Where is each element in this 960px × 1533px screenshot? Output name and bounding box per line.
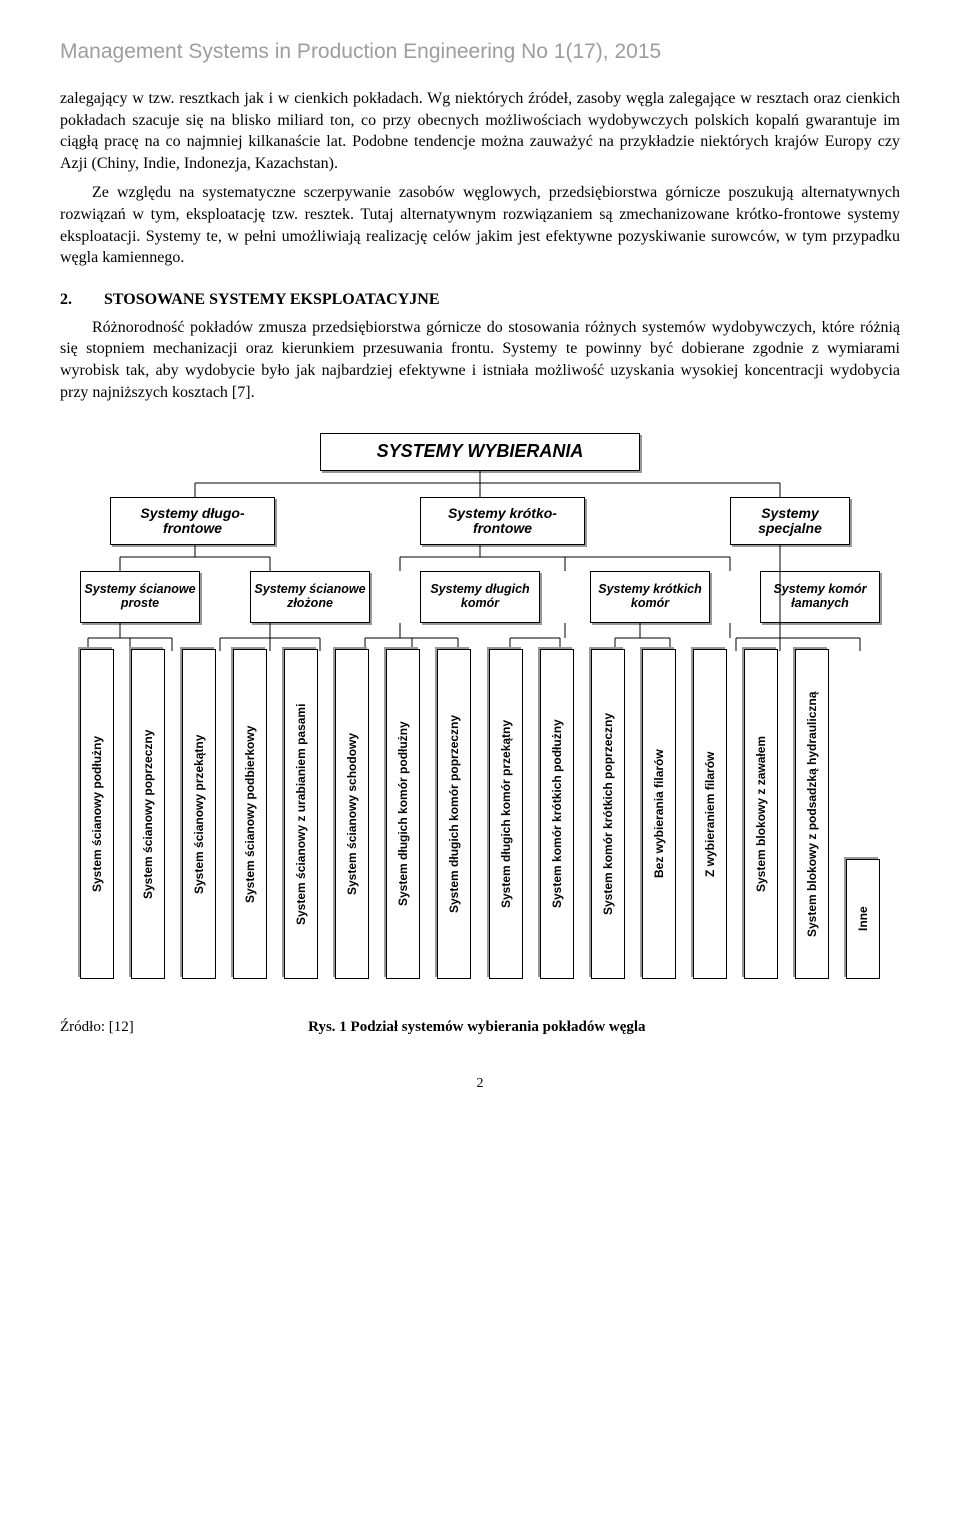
tree-leaf: System ścianowy schodowy (335, 649, 369, 979)
tree-leaf: Bez wybierania filarów (642, 649, 676, 979)
paragraph-3: Różnorodność pokładów zmusza przedsiębio… (60, 317, 900, 403)
tree-level3-node: Systemy ścianowe proste (80, 571, 200, 623)
paragraph-2: Ze względu na systematyczne sczerpywanie… (60, 182, 900, 268)
tree-leaf: System ścianowy podłużny (80, 649, 114, 979)
tree-level2-node: Systemy długo-frontowe (110, 497, 275, 545)
tree-leaf: System blokowy z zawałem (744, 649, 778, 979)
tree-leaf: Inne (846, 859, 880, 979)
tree-leaf: System ścianowy z urabianiem pasami (284, 649, 318, 979)
tree-leaf: Z wybieraniem filarów (693, 649, 727, 979)
tree-level3-node: Systemy długich komór (420, 571, 540, 623)
section-2-heading: 2. STOSOWANE SYSTEMY EKSPLOATACYJNE (60, 291, 900, 309)
tree-root: SYSTEMY WYBIERANIA (320, 433, 640, 471)
tree-leaf: System ścianowy podbierkowy (233, 649, 267, 979)
tree-level3-node: Systemy ścianowe złożone (250, 571, 370, 623)
tree-leaf: System komór krótkich podłużny (540, 649, 574, 979)
tree-level2-node: Systemy specjalne (730, 497, 850, 545)
tree-leaf: System długich komór przekątny (489, 649, 523, 979)
tree-leaf: System ścianowy przekątny (182, 649, 216, 979)
tree-leaf: System długich komór podłużny (386, 649, 420, 979)
tree-leaf: System komór krótkich poprzeczny (591, 649, 625, 979)
tree-level3-node: Systemy komór łamanych (760, 571, 880, 623)
paragraph-1: zalegający w tzw. resztkach jak i w cien… (60, 88, 900, 174)
section-number: 2. (60, 291, 100, 309)
mining-systems-tree-diagram: SYSTEMY WYBIERANIA Systemy długo-frontow… (80, 433, 880, 979)
tree-leaf: System blokowy z podsadzką hydrauliczną (795, 649, 829, 979)
figure-caption: Rys. 1 Podział systemów wybierania pokła… (134, 1019, 820, 1036)
tree-level2-node: Systemy krótko-frontowe (420, 497, 585, 545)
section-title: STOSOWANE SYSTEMY EKSPLOATACYJNE (104, 291, 439, 308)
figure-source: Źródło: [12] (60, 1019, 134, 1036)
tree-leaf: System ścianowy poprzeczny (131, 649, 165, 979)
tree-level3-node: Systemy krótkich komór (590, 571, 710, 623)
page-number: 2 (60, 1076, 900, 1092)
tree-leaf: System długich komór poprzeczny (437, 649, 471, 979)
journal-header: Management Systems in Production Enginee… (60, 40, 900, 64)
